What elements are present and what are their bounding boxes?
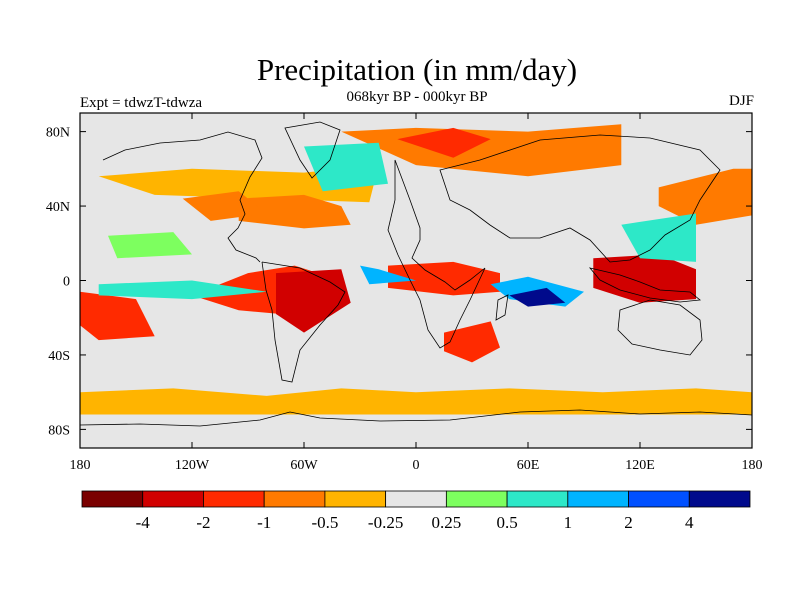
colorbar-label-9: 4: [685, 513, 694, 532]
colorbar-label-5: 0.25: [431, 513, 461, 532]
colorbar-labels: -4 -2 -1 -0.5 -0.25 0.25 0.5 1 2 4: [136, 513, 694, 532]
axis-ticks: [79, 113, 753, 448]
colorbar-label-8: 2: [624, 513, 633, 532]
y-tick-label: 40S: [48, 349, 70, 364]
colorbar-swatch-5: [385, 490, 447, 508]
anomaly-region-17: [304, 142, 388, 192]
anomaly-region-1: [98, 165, 379, 203]
x-tick-label: 0: [413, 458, 420, 473]
colorbar-label-6: 0.5: [496, 513, 517, 532]
colorbar-swatch-10: [688, 490, 751, 508]
coastline-maritime-continent: [588, 267, 702, 303]
anomaly-regions: [80, 124, 752, 415]
anomaly-region-8: [444, 321, 500, 363]
chart-subtitle: 068kyr BP - 000kyr BP: [346, 89, 488, 105]
y-tick-label: 40N: [46, 200, 70, 215]
colorbar-swatch-7: [506, 490, 569, 508]
x-tick-label: 180: [742, 458, 763, 473]
x-tick-label: 60E: [517, 458, 540, 473]
colorbar-label-2: -1: [257, 513, 271, 532]
colorbar-swatch-1: [142, 490, 204, 508]
anomaly-region-12: [182, 191, 267, 221]
anomaly-region-16: [509, 287, 566, 307]
colorbar-label-3: -0.5: [311, 513, 338, 532]
colorbar-swatch-9: [628, 490, 690, 508]
coastline-madagascar: [495, 294, 509, 321]
anomaly-region-4: [238, 194, 351, 229]
y-tick-label: 80N: [46, 126, 70, 141]
anomaly-region-7: [388, 261, 500, 296]
colorbar-label-7: 1: [564, 513, 573, 532]
coastline-antarctica: [80, 409, 752, 427]
y-tick-label: 80S: [48, 423, 70, 438]
anomaly-region-0: [80, 388, 752, 415]
x-tick-label: 180: [70, 458, 91, 473]
anomaly-region-14: [98, 280, 267, 300]
coastline-asia: [439, 134, 721, 263]
colorbar-swatch-4: [324, 490, 387, 508]
coastline-europe-africa: [387, 159, 486, 349]
colorbar-swatch-6: [445, 490, 508, 508]
colorbar-swatch-2: [203, 490, 265, 508]
anomaly-region-19: [621, 213, 696, 262]
x-tick-label: 60W: [290, 458, 318, 473]
experiment-label: Expt = tdwzT-tdwza: [80, 95, 203, 111]
y-tick-label: 0: [63, 275, 70, 290]
x-tick-label: 120W: [175, 458, 210, 473]
anomaly-region-10: [658, 168, 752, 225]
chart-title: Precipitation (in mm/day): [256, 52, 578, 87]
anomaly-region-3: [397, 127, 491, 158]
coastlines: [80, 121, 752, 427]
anomaly-region-6: [276, 269, 351, 333]
colorbar-swatch-8: [567, 490, 629, 508]
axis-tick-labels: 180 120W 60W 0 60E 120E 180 80N 40N 0 40S 80S: [46, 126, 763, 473]
colorbar-swatch-0: [81, 490, 144, 508]
x-tick-label: 120E: [625, 458, 655, 473]
coastline-north-america: [102, 131, 263, 263]
coastline-south-america: [261, 261, 346, 383]
coastline-greenland: [284, 121, 341, 179]
colorbar-swatch-3: [263, 490, 326, 508]
anomaly-region-13: [108, 232, 192, 259]
anomaly-region-18: [360, 265, 416, 285]
colorbar: [81, 490, 751, 508]
season-label: DJF: [728, 93, 754, 109]
colorbar-label-0: -4: [136, 513, 151, 532]
colorbar-label-1: -2: [196, 513, 210, 532]
coastline-australia: [617, 299, 703, 356]
anomaly-region-11: [80, 291, 155, 341]
colorbar-label-4: -0.25: [368, 513, 403, 532]
